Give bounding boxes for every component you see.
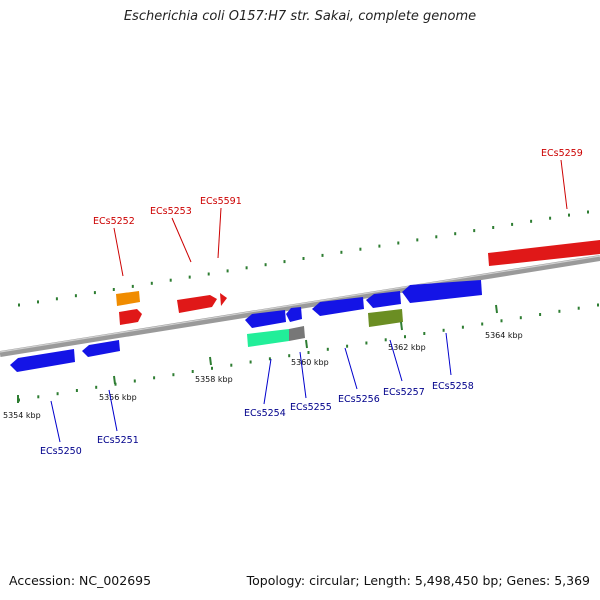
tick-label-5362: 5362 kbp [388,343,426,352]
coordinate-ticks: 5354 kbp 5356 kbp 5358 kbp 5360 kbp 5362… [3,304,523,420]
gene-label-ecs5259[interactable]: ECs5259 [541,148,583,159]
genome-backbone [0,255,600,357]
gene-label-ecs5256[interactable]: ECs5256 [338,394,380,405]
gene-feature-ecs5591[interactable] [220,293,227,306]
gene-feature-ecs5259[interactable] [488,240,600,266]
gene-feature-ecs5251[interactable] [82,340,120,357]
topology-text: Topology: circular; Length: 5,498,450 bp… [246,573,590,588]
gene-feature-ecs5256[interactable] [312,297,364,316]
gene-feature-ecs5254b[interactable] [286,307,302,322]
gene-label-ecs5251[interactable]: ECs5251 [97,435,139,446]
accession-text: Accession: NC_002695 [9,573,152,588]
gene-feature-ecs5258[interactable] [402,280,482,303]
tick-label-5360: 5360 kbp [291,358,329,367]
upper-tick-track [18,210,589,307]
gene-label-ecs5252[interactable]: ECs5252 [93,216,135,227]
reverse-gene-labels: ECs5250 ECs5251 ECs5254 ECs5255 ECs5256 … [40,332,474,457]
tick-label-5354: 5354 kbp [3,411,41,420]
gene-label-ecs5253[interactable]: ECs5253 [150,206,192,217]
tick-label-5364: 5364 kbp [485,331,523,340]
gene-feature-ecs5250[interactable] [10,349,75,372]
tick-label-5356: 5356 kbp [99,393,137,402]
gene-feature-ecs5257[interactable] [368,309,403,327]
forward-features [116,240,600,325]
gene-feature-ecs5254[interactable] [245,310,286,328]
gene-feature-ecs5252[interactable] [119,309,142,325]
tick-label-5358: 5358 kbp [195,375,233,384]
forward-gene-labels: ECs5252 ECs5253 ECs5591 ECs5259 [93,148,583,277]
reverse-features [10,280,482,372]
gene-feature-ecs5252a[interactable] [116,291,140,306]
gene-label-ecs5591[interactable]: ECs5591 [200,196,242,207]
gene-label-ecs5258[interactable]: ECs5258 [432,381,474,392]
gene-feature-ecs5256b[interactable] [366,291,401,308]
map-title: Escherichia coli O157:H7 str. Sakai, com… [123,9,477,24]
gene-label-ecs5250[interactable]: ECs5250 [40,446,82,457]
genome-backbone-highlight [0,255,600,353]
gene-label-ecs5254[interactable]: ECs5254 [244,408,286,419]
gene-label-ecs5255[interactable]: ECs5255 [290,402,332,413]
gene-feature-ecs5255[interactable] [289,326,305,341]
gene-feature-ecs5253[interactable] [177,295,217,313]
gene-feature-ecs5254c[interactable] [247,329,289,347]
gene-label-ecs5257[interactable]: ECs5257 [383,387,425,398]
